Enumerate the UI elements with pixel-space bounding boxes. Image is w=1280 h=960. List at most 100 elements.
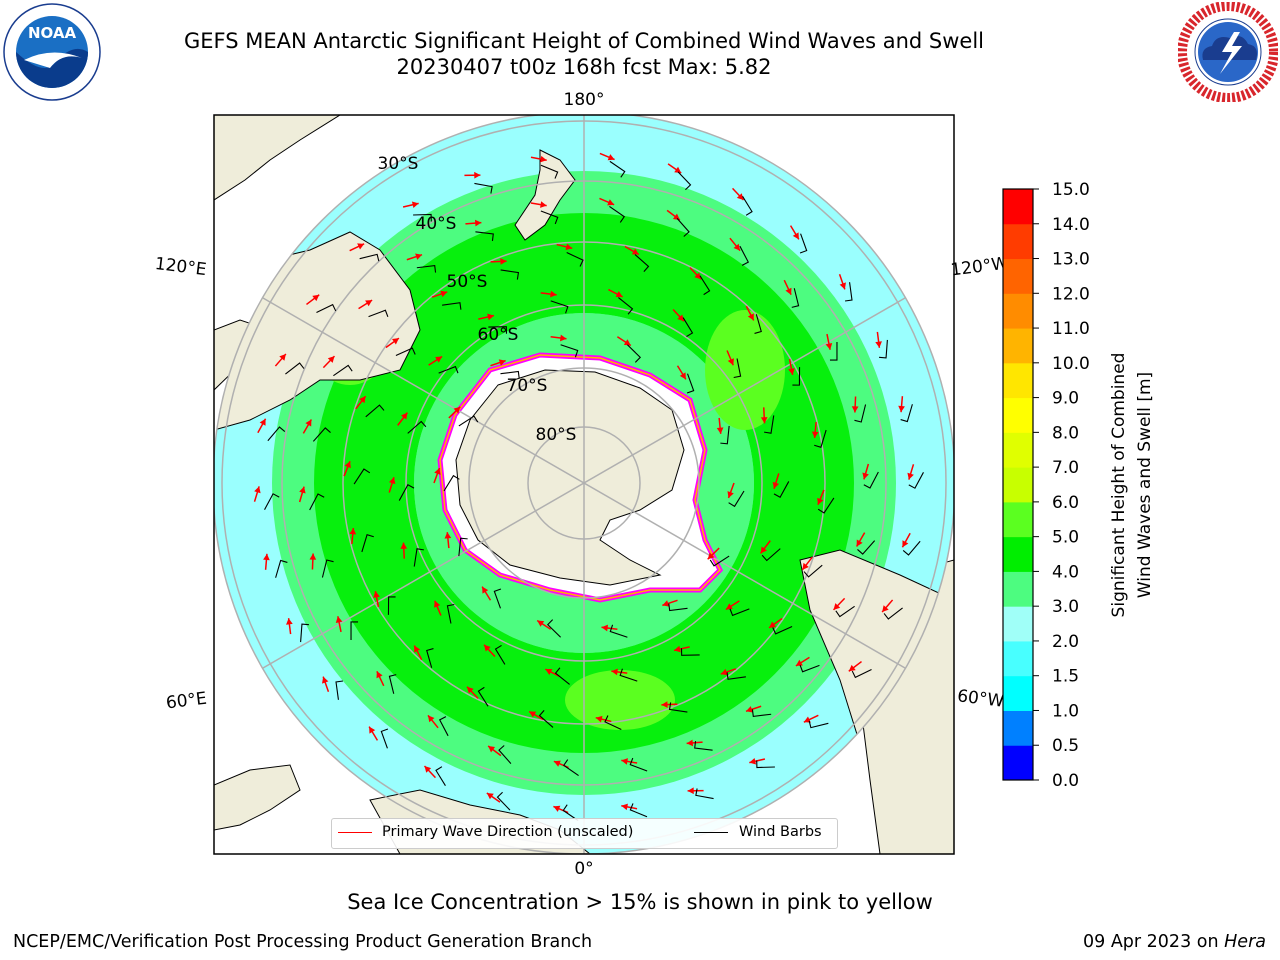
wind-barb (498, 745, 512, 764)
wave-arrow-head (349, 528, 357, 535)
colorbar-bin (1003, 467, 1033, 503)
wind-barb (365, 404, 385, 418)
colorbar-bin (1003, 606, 1033, 642)
wind-barb (851, 669, 872, 679)
wind-barb (629, 757, 648, 772)
wave-arrow-head (474, 171, 481, 179)
wind-barb (538, 709, 554, 728)
colorbar-tick-label: 10.0 (1052, 354, 1090, 374)
wind-barb (562, 759, 579, 777)
wave-arrow-head (498, 359, 506, 366)
lon-label-120e: 120°E (154, 254, 208, 280)
wave-arrow-head (427, 715, 435, 723)
wave-arrow-head (825, 343, 833, 350)
wind-barb (458, 537, 468, 557)
wave-arrow-head (802, 562, 809, 570)
wave-arrow-head (631, 248, 639, 255)
wave-arrow-head (788, 368, 795, 375)
wave-arrow-head (369, 726, 376, 734)
wind-barb (857, 540, 876, 555)
wind-barb (446, 603, 455, 624)
wind-barb (844, 282, 853, 302)
wave-arrow-head (391, 338, 399, 345)
wave-arrow-head (376, 671, 383, 679)
wind-barb (413, 548, 424, 567)
colorbar-bin (1003, 328, 1033, 364)
wind-barb (496, 791, 511, 811)
wind-barb (321, 559, 334, 578)
wind-barb (883, 607, 903, 620)
wave-arrow-head (411, 201, 419, 209)
wind-barb (267, 426, 286, 442)
lat-label-30s: 30°S (378, 154, 419, 174)
wave-arrow-head (466, 686, 474, 694)
wave-arrow-head (434, 467, 441, 475)
lat-label-60s: 60°S (478, 325, 519, 345)
colorbar-tick-label: 5.0 (1052, 528, 1079, 548)
wave-arrow-head (435, 356, 443, 363)
wind-barb (609, 624, 628, 638)
wind-barb (619, 668, 638, 682)
wind-barb (756, 760, 775, 769)
wave-arrow-head (882, 605, 889, 613)
wind-barb (388, 674, 397, 694)
wind-barb (566, 252, 584, 267)
wind-barb (680, 648, 700, 656)
lat-label-50s: 50°S (447, 272, 488, 292)
wind-barb (550, 300, 569, 314)
colorbar-bin (1003, 362, 1033, 399)
wind-barb (733, 358, 742, 379)
wind-barb (682, 317, 694, 338)
colorbar-tick-label: 2.0 (1052, 632, 1079, 652)
wind-barb (817, 497, 835, 514)
wave-arrow-head (848, 664, 856, 672)
colorbar-tick-label: 7.0 (1052, 458, 1079, 478)
credit-text: NCEP/EMC/Verification Post Processing Pr… (13, 932, 593, 952)
wave-arrow-head (785, 287, 792, 295)
wind-barb (739, 245, 750, 266)
wave-arrow-head (400, 542, 408, 549)
peak-patch-2 (705, 310, 785, 430)
wave-arrow-head (727, 491, 734, 499)
colorbar-tick-label: 0.5 (1052, 736, 1079, 756)
wave-arrow-head (607, 199, 615, 206)
wind-barb (629, 803, 648, 818)
wave-arrow-head (875, 341, 882, 348)
colorbar-tick-label: 14.0 (1052, 215, 1090, 235)
wind-barb (475, 231, 494, 242)
wave-arrow-head (259, 418, 266, 426)
wave-arrow-head (760, 546, 767, 554)
sea-ice-edge-inner (439, 354, 721, 601)
wind-barb (754, 314, 762, 334)
wave-arrow-head (736, 193, 744, 200)
land-new-zealand (514, 149, 576, 241)
wind-barb (761, 548, 781, 562)
wave-arrow-head (769, 621, 777, 628)
wave-arrow-head (309, 553, 317, 560)
colorbar-tick-label: 9.0 (1052, 389, 1079, 409)
wave-arrow-head (679, 372, 686, 380)
wave-arrow-head (299, 486, 306, 494)
wave-arrow-head (595, 715, 603, 723)
wind-barb (554, 667, 570, 685)
wind-barb (442, 302, 462, 310)
wave-arrow-head (725, 603, 733, 610)
wave-arrow-head (615, 291, 623, 298)
colorbar-tick-label: 8.0 (1052, 423, 1079, 443)
sea-ice-note: Sea Ice Concentration > 15% is shown in … (347, 890, 933, 914)
wind-barb (264, 493, 280, 510)
wind-barb (309, 493, 325, 511)
wind-barb (562, 804, 579, 822)
wave-arrow-head (540, 201, 547, 208)
wave-arrow-head (424, 766, 432, 773)
wind-barb (312, 427, 331, 442)
wind-barb (353, 468, 371, 485)
wave-arrow-head (839, 282, 846, 290)
wave-arrow-head (327, 356, 335, 363)
wind-barb (438, 716, 449, 737)
wave-arrow-head (388, 477, 396, 485)
wind-barb (540, 210, 559, 225)
map-frame-content (214, 115, 954, 854)
wind-barb (835, 605, 855, 618)
wave-arrow-head (565, 243, 573, 251)
